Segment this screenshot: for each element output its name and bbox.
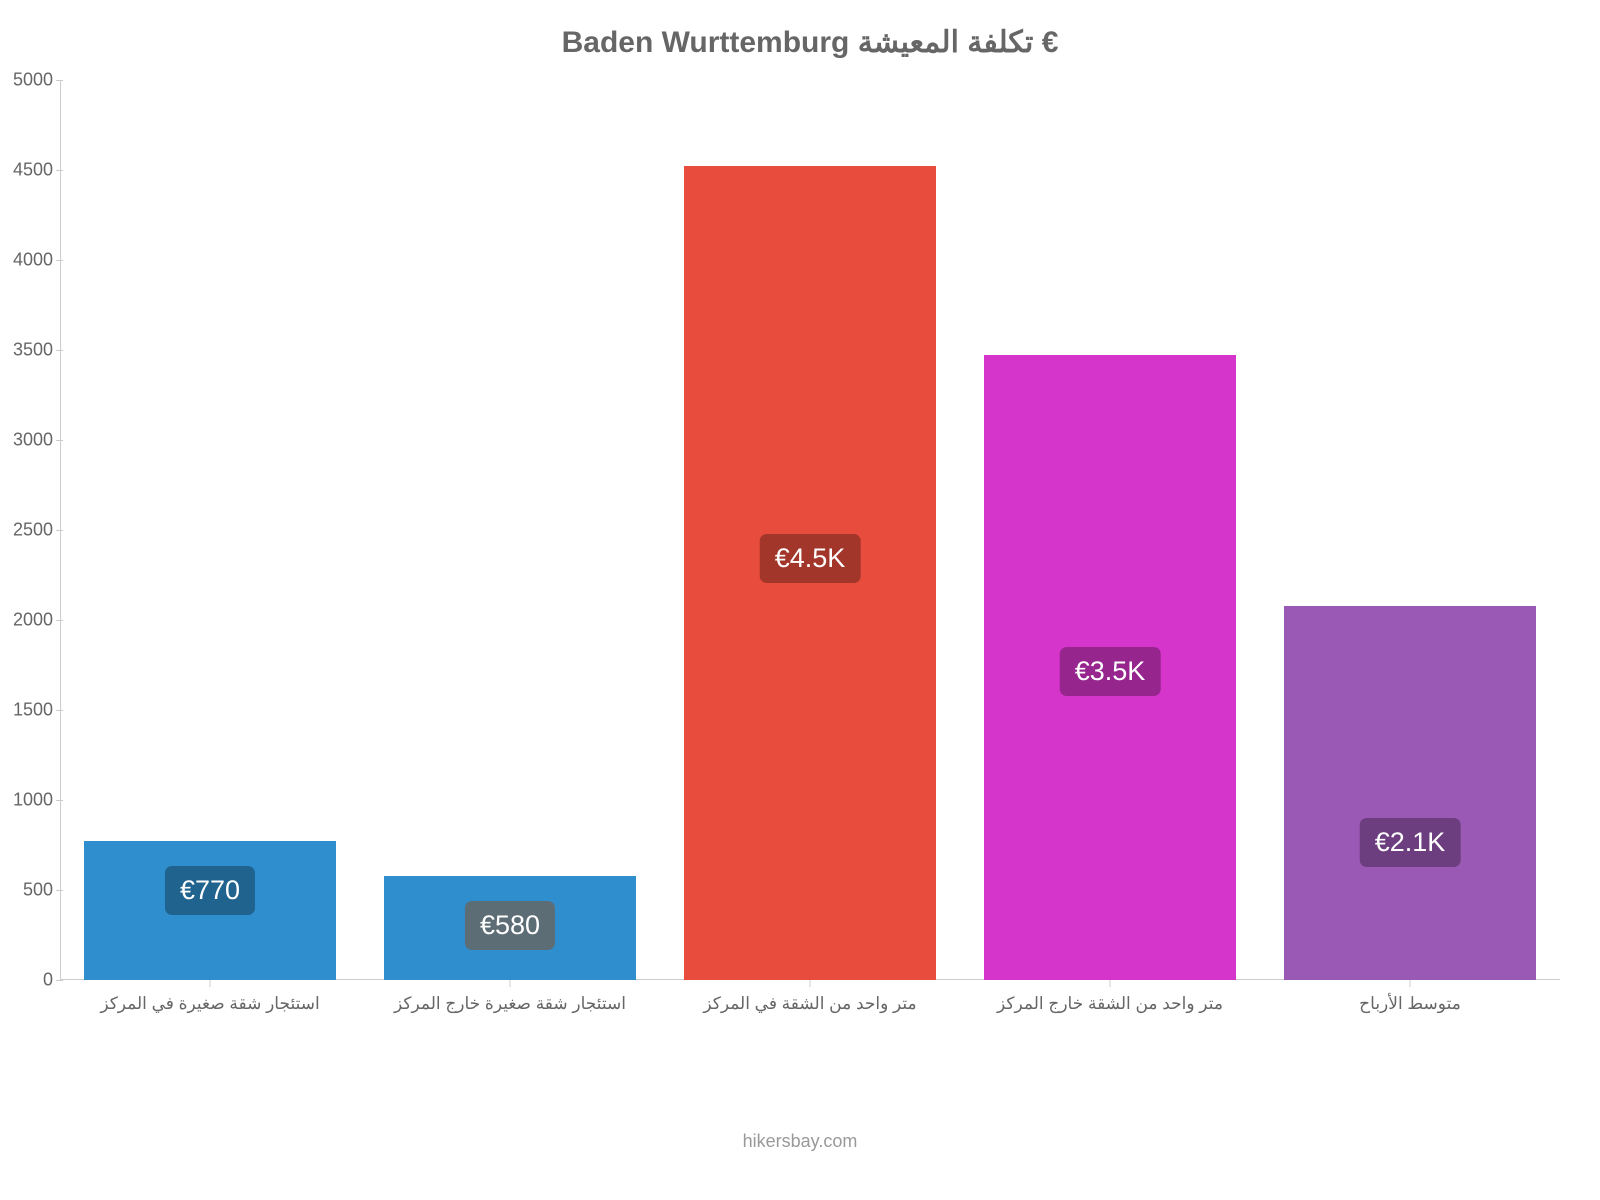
bar: €4.5K	[684, 166, 936, 980]
attribution: hikersbay.com	[0, 1131, 1600, 1152]
bar: €2.1K	[1284, 606, 1536, 980]
bar-group: €3.5K	[984, 80, 1236, 980]
bar-group: €770	[84, 80, 336, 980]
x-axis-label: متر واحد من الشقة خارج المركز	[984, 994, 1236, 1014]
x-tick-mark	[1110, 980, 1111, 987]
y-tick-label: 0	[3, 970, 53, 991]
y-tick-label: 2000	[3, 610, 53, 631]
y-tick-label: 4500	[3, 160, 53, 181]
y-tick-label: 3000	[3, 430, 53, 451]
y-tick-label: 5000	[3, 70, 53, 91]
x-axis-label: استئجار شقة صغيرة في المركز	[84, 994, 336, 1014]
x-tick-mark	[510, 980, 511, 987]
bar-value-label: €3.5K	[1060, 647, 1161, 696]
bar-group: €4.5K	[684, 80, 936, 980]
bar: €770	[84, 841, 336, 980]
bar-value-label: €2.1K	[1360, 818, 1461, 867]
x-axis-label: متوسط الأرباح	[1284, 994, 1536, 1014]
chart-title: Baden Wurttemburg تكلفة المعيشة €	[60, 25, 1560, 60]
y-tick-label: 1500	[3, 700, 53, 721]
chart-container: Baden Wurttemburg تكلفة المعيشة € 050010…	[60, 25, 1560, 1105]
x-tick-mark	[1410, 980, 1411, 987]
bar: €3.5K	[984, 355, 1236, 980]
y-tick-label: 3500	[3, 340, 53, 361]
y-tick-label: 2500	[3, 520, 53, 541]
y-tick-label: 1000	[3, 790, 53, 811]
bar-value-label: €770	[165, 866, 255, 915]
x-tick-mark	[810, 980, 811, 987]
bar-group: €2.1K	[1284, 80, 1536, 980]
y-tick-label: 500	[3, 880, 53, 901]
x-axis-label: استئجار شقة صغيرة خارج المركز	[384, 994, 636, 1014]
x-axis-label: متر واحد من الشقة في المركز	[684, 994, 936, 1014]
bar: €580	[384, 876, 636, 980]
plot-area: 0500100015002000250030003500400045005000…	[60, 80, 1560, 980]
bar-group: €580	[384, 80, 636, 980]
x-axis-labels: استئجار شقة صغيرة في المركز استئجار شقة ص…	[60, 994, 1560, 1014]
bar-value-label: €4.5K	[760, 534, 861, 583]
bar-value-label: €580	[465, 901, 555, 950]
y-axis: 0500100015002000250030003500400045005000	[8, 80, 58, 980]
bars-area: €770 €580 €4.5K €3.5K €2.1K	[60, 80, 1560, 980]
y-tick-label: 4000	[3, 250, 53, 271]
x-tick-mark	[210, 980, 211, 987]
y-tick-mark	[56, 980, 63, 981]
